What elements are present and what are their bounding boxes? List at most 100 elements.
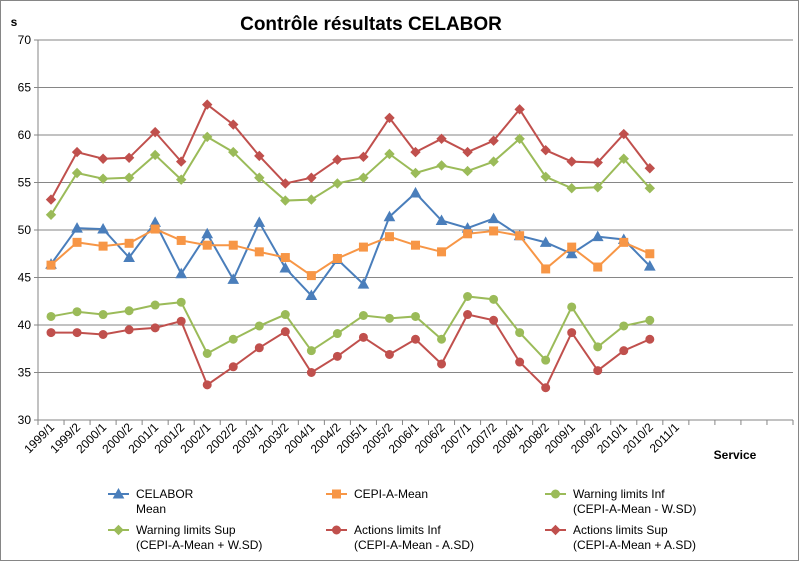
data-point	[409, 186, 422, 198]
data-point	[592, 182, 603, 193]
legend: CELABOR Mean CEPI-A-Mean Warning limits Inf…	[108, 487, 696, 552]
series-1	[45, 186, 656, 301]
legend-entry: CEPI-A-Mean	[326, 487, 428, 501]
series-5	[46, 310, 655, 393]
data-point	[435, 214, 448, 225]
data-point	[228, 362, 238, 372]
data-point	[71, 222, 83, 233]
x-tick-label: 2011/1	[647, 420, 682, 455]
data-point	[306, 368, 316, 377]
data-point	[202, 380, 212, 390]
data-point	[643, 260, 656, 271]
data-point	[72, 328, 82, 338]
data-point	[539, 236, 552, 247]
data-point	[202, 240, 212, 250]
data-point	[202, 349, 212, 358]
data-point	[98, 310, 108, 320]
data-point	[540, 144, 551, 156]
data-point	[618, 128, 629, 140]
data-point	[149, 126, 161, 138]
data-point	[45, 209, 57, 221]
y-tick-label: 50	[18, 223, 32, 237]
legend-marker	[551, 489, 560, 499]
y-tick-label: 35	[18, 366, 32, 380]
data-point	[593, 262, 603, 272]
data-point	[619, 237, 629, 247]
data-point	[567, 302, 577, 312]
plot-area	[45, 99, 656, 393]
data-point	[566, 156, 577, 167]
data-point	[437, 359, 447, 369]
data-point	[332, 154, 343, 165]
y-tick-label: 55	[18, 176, 32, 190]
data-point	[123, 251, 135, 263]
data-point	[411, 334, 420, 344]
series-2	[46, 224, 655, 281]
data-point	[280, 327, 290, 337]
data-point	[150, 323, 160, 333]
series-4	[45, 131, 656, 221]
data-point	[254, 343, 264, 353]
data-point	[436, 133, 447, 145]
data-point	[411, 311, 420, 321]
y-axis-label: s	[11, 15, 18, 29]
data-point	[358, 172, 369, 183]
legend-entry: CELABOR Mean	[108, 487, 194, 516]
data-point	[202, 131, 213, 143]
legend-marker	[113, 524, 124, 536]
data-point	[384, 349, 394, 359]
data-point	[384, 313, 394, 323]
gridlines	[34, 39, 794, 425]
data-point	[228, 119, 239, 130]
data-point	[254, 150, 265, 162]
data-point	[175, 156, 187, 167]
data-point	[254, 172, 265, 183]
data-point	[280, 178, 291, 189]
data-point	[150, 224, 160, 234]
data-point	[645, 249, 655, 259]
data-point	[97, 173, 109, 184]
data-point	[358, 332, 368, 342]
legend-entry: Actions limits Sup (CEPI-A-Mean + A.SD)	[545, 523, 696, 552]
data-point	[384, 148, 395, 160]
data-point	[514, 104, 525, 115]
series-line	[50, 191, 651, 298]
chart-title: Contrôle résultats CELABOR	[240, 14, 502, 35]
data-point	[383, 210, 396, 222]
data-point	[644, 163, 656, 174]
data-point	[253, 216, 266, 227]
data-point	[358, 242, 368, 252]
series-line	[50, 135, 651, 216]
data-point	[149, 149, 161, 161]
data-point	[306, 346, 316, 356]
data-point	[332, 329, 342, 339]
data-point	[97, 223, 109, 234]
data-point	[202, 99, 213, 110]
legend-label: Warning limits Sup (CEPI-A-Mean + W.SD)	[136, 523, 262, 552]
data-point	[176, 316, 186, 326]
data-point	[201, 227, 214, 239]
data-point	[540, 171, 551, 183]
data-point	[306, 172, 317, 183]
y-tick-label: 45	[18, 271, 32, 285]
data-point	[72, 237, 82, 247]
data-point	[306, 194, 317, 205]
data-point	[567, 328, 577, 338]
data-point	[488, 135, 499, 146]
series-line	[50, 103, 651, 201]
data-point	[332, 178, 343, 189]
data-point	[567, 242, 577, 252]
data-point	[72, 307, 82, 317]
series-6	[45, 99, 656, 205]
data-point	[645, 334, 655, 344]
legend-marker	[112, 487, 125, 499]
data-point	[123, 152, 135, 164]
data-point	[306, 271, 316, 281]
y-tick-label: 30	[18, 413, 32, 427]
data-point	[462, 165, 473, 177]
data-point	[97, 153, 109, 164]
data-point	[124, 238, 134, 248]
legend-marker	[550, 524, 561, 536]
